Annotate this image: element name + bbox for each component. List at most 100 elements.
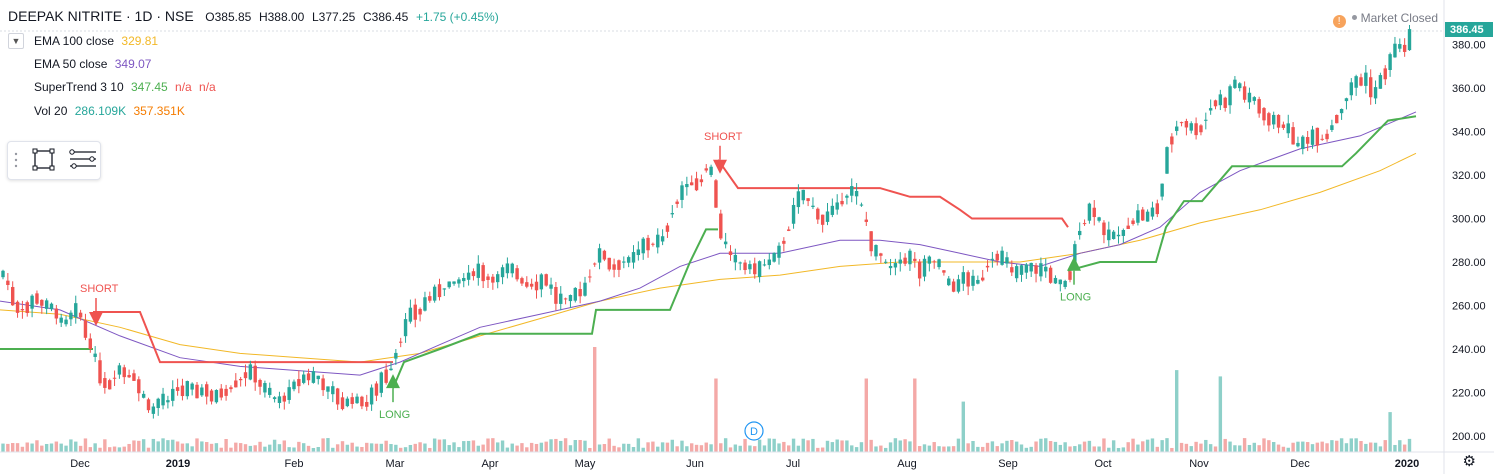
candle-body (1121, 229, 1126, 236)
drag-handle-icon[interactable] (14, 152, 18, 168)
volume-bar (476, 445, 480, 452)
candle-body (1373, 87, 1378, 99)
candle-body (1301, 136, 1305, 150)
volume-bar (1005, 440, 1009, 452)
candle-body (1359, 77, 1363, 86)
candle-body (927, 256, 932, 264)
candle-body (917, 261, 922, 279)
candle-body (1039, 263, 1043, 277)
volume-bar (1155, 446, 1159, 452)
volume-bar (423, 443, 427, 452)
volume-bar (1262, 438, 1266, 452)
volume-bar (544, 441, 548, 452)
gear-icon[interactable]: ⚙ (1462, 453, 1476, 470)
time-tick-label: Apr (481, 458, 498, 470)
volume-bar (903, 439, 907, 452)
volume-bar (30, 443, 34, 452)
volume-bar (1213, 446, 1218, 452)
candle-body (534, 281, 539, 291)
candle-body (704, 168, 708, 171)
candle-body (714, 180, 718, 208)
volume-bar (1407, 438, 1412, 452)
volume-bar (990, 441, 995, 452)
candle-body (1344, 98, 1349, 102)
volume-bar (195, 438, 199, 452)
alert-icon[interactable]: ! (1332, 15, 1346, 28)
volume-bar (646, 442, 650, 452)
candle-body (568, 295, 573, 302)
volume-bar (161, 438, 165, 452)
candle-body (660, 236, 665, 242)
volume-bar (287, 447, 291, 452)
candle-body (234, 380, 238, 388)
volume-bar (1325, 443, 1329, 452)
candle-body (306, 373, 311, 381)
candle-body (1058, 279, 1062, 285)
volume-bar (229, 447, 233, 452)
legend-volume-value: 286.109K (74, 104, 127, 118)
legend-volume-label: Vol 20 (34, 104, 68, 118)
volume-bar (442, 439, 447, 452)
volume-bar (83, 438, 88, 452)
volume-bar (64, 445, 68, 452)
candle-body (893, 263, 898, 268)
price-tick-label: 200.00 (1452, 431, 1486, 443)
collapse-legend-button[interactable]: ▼ (8, 33, 24, 49)
candle-body (1330, 125, 1334, 130)
last-price-badge (1445, 22, 1493, 37)
candle-body (112, 377, 117, 379)
symbol-title[interactable]: DEEPAK NITRITE · 1D · NSE (8, 8, 194, 24)
volume-bar (15, 443, 20, 452)
candle-body (854, 191, 859, 197)
volume-bar (496, 442, 500, 452)
candle-body (898, 259, 902, 264)
candle-body (588, 276, 592, 278)
volume-bar (1301, 441, 1305, 452)
volume-bar (1339, 438, 1344, 452)
candle-body (122, 367, 126, 378)
candle-body (1218, 94, 1223, 106)
volume-bar (209, 443, 214, 452)
candle-body (238, 378, 243, 381)
candle-body (268, 387, 272, 395)
volume-bar (1053, 441, 1058, 452)
volume-bar (1160, 440, 1164, 452)
legend-ema100[interactable]: EMA 100 close 329.81 (34, 34, 162, 48)
candle-body (500, 267, 505, 278)
volume-bar (699, 445, 704, 452)
rectangle-select-icon[interactable] (32, 148, 55, 171)
legend-ema50[interactable]: EMA 50 close 349.07 (34, 57, 155, 71)
candle-body (287, 387, 291, 400)
volume-bar (947, 446, 951, 452)
candle-body (224, 388, 228, 396)
candle-body (418, 308, 422, 315)
candle-body (942, 270, 946, 273)
candle-body (185, 381, 189, 397)
settings-lines-icon[interactable] (69, 149, 96, 169)
volume-bar (1402, 444, 1407, 452)
volume-bar (845, 440, 849, 452)
candle-body (835, 202, 839, 210)
candle-body (709, 166, 713, 175)
volume-bar (1063, 442, 1067, 452)
volume-bar (850, 445, 854, 452)
price-tick-label: 220.00 (1452, 388, 1486, 400)
market-status[interactable]: ! Market Closed (1332, 11, 1438, 28)
long-label: LONG (379, 409, 410, 421)
candle-body (762, 264, 767, 266)
volume-bar (350, 442, 354, 452)
legend-volume[interactable]: Vol 20 286.109K 357.351K (34, 104, 189, 118)
volume-bar (277, 444, 282, 452)
volume-bar (447, 445, 451, 452)
candle-body (413, 304, 417, 320)
volume-bar (922, 444, 927, 452)
volume-bar (306, 445, 311, 452)
volume-bar (534, 443, 539, 452)
candle-body (1107, 229, 1111, 241)
candle-body (733, 254, 738, 263)
candle-body (573, 287, 577, 301)
candle-body (171, 388, 175, 401)
legend-supertrend[interactable]: SuperTrend 3 10 347.45 n/a n/a (34, 80, 220, 94)
volume-bar (132, 440, 136, 452)
